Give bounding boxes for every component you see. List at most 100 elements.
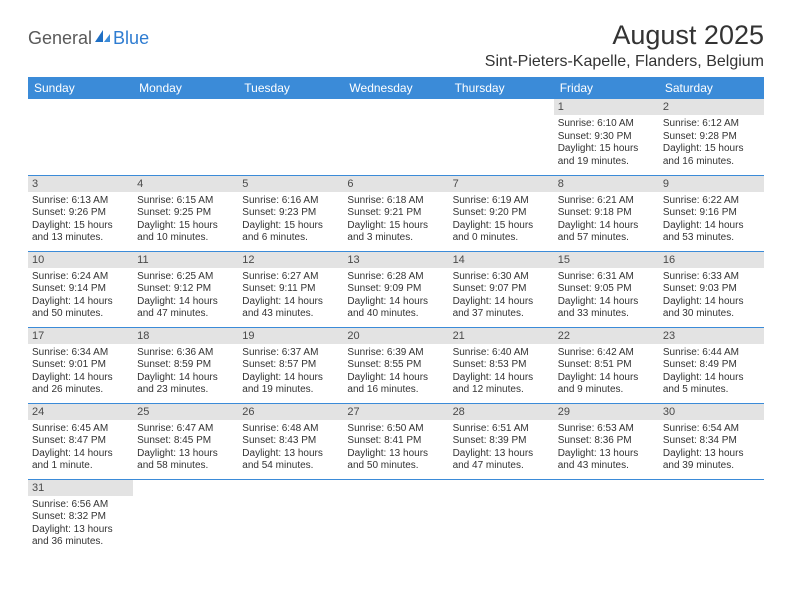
sunrise-text: Sunrise: 6:16 AM bbox=[242, 195, 339, 208]
day-details: Sunrise: 6:22 AMSunset: 9:16 PMDaylight:… bbox=[659, 192, 764, 249]
sunset-text: Sunset: 9:23 PM bbox=[242, 207, 339, 220]
day-number: 20 bbox=[343, 328, 448, 344]
day-number: 1 bbox=[554, 99, 659, 115]
sunrise-text: Sunrise: 6:25 AM bbox=[137, 271, 234, 284]
sunset-text: Sunset: 8:43 PM bbox=[242, 435, 339, 448]
sunset-text: Sunset: 8:53 PM bbox=[453, 359, 550, 372]
sunrise-text: Sunrise: 6:42 AM bbox=[558, 347, 655, 360]
day-details: Sunrise: 6:16 AMSunset: 9:23 PMDaylight:… bbox=[238, 192, 343, 249]
sunset-text: Sunset: 8:59 PM bbox=[137, 359, 234, 372]
calendar-cell bbox=[343, 99, 448, 175]
day-details: Sunrise: 6:31 AMSunset: 9:05 PMDaylight:… bbox=[554, 268, 659, 325]
daylight-text: Daylight: 14 hours and 30 minutes. bbox=[663, 296, 760, 321]
sunset-text: Sunset: 8:49 PM bbox=[663, 359, 760, 372]
calendar-cell: 18Sunrise: 6:36 AMSunset: 8:59 PMDayligh… bbox=[133, 327, 238, 403]
sunrise-text: Sunrise: 6:12 AM bbox=[663, 118, 760, 131]
daylight-text: Daylight: 13 hours and 47 minutes. bbox=[453, 448, 550, 473]
logo-sail-icon bbox=[93, 28, 111, 49]
sunset-text: Sunset: 9:26 PM bbox=[32, 207, 129, 220]
sunrise-text: Sunrise: 6:18 AM bbox=[347, 195, 444, 208]
sunset-text: Sunset: 9:03 PM bbox=[663, 283, 760, 296]
day-details: Sunrise: 6:12 AMSunset: 9:28 PMDaylight:… bbox=[659, 115, 764, 172]
daylight-text: Daylight: 15 hours and 3 minutes. bbox=[347, 220, 444, 245]
location: Sint-Pieters-Kapelle, Flanders, Belgium bbox=[485, 53, 764, 71]
daylight-text: Daylight: 14 hours and 37 minutes. bbox=[453, 296, 550, 321]
sunrise-text: Sunrise: 6:27 AM bbox=[242, 271, 339, 284]
sunset-text: Sunset: 8:47 PM bbox=[32, 435, 129, 448]
day-number: 19 bbox=[238, 328, 343, 344]
sunrise-text: Sunrise: 6:31 AM bbox=[558, 271, 655, 284]
day-number: 21 bbox=[449, 328, 554, 344]
day-details: Sunrise: 6:28 AMSunset: 9:09 PMDaylight:… bbox=[343, 268, 448, 325]
calendar-cell bbox=[133, 99, 238, 175]
day-details: Sunrise: 6:40 AMSunset: 8:53 PMDaylight:… bbox=[449, 344, 554, 401]
sunset-text: Sunset: 9:16 PM bbox=[663, 207, 760, 220]
day-number: 31 bbox=[28, 480, 133, 496]
calendar-week-row: 1Sunrise: 6:10 AMSunset: 9:30 PMDaylight… bbox=[28, 99, 764, 175]
sunset-text: Sunset: 9:30 PM bbox=[558, 131, 655, 144]
day-details: Sunrise: 6:30 AMSunset: 9:07 PMDaylight:… bbox=[449, 268, 554, 325]
sunrise-text: Sunrise: 6:21 AM bbox=[558, 195, 655, 208]
weekday-header-row: Sunday Monday Tuesday Wednesday Thursday… bbox=[28, 77, 764, 99]
weekday-header: Monday bbox=[133, 77, 238, 99]
sunset-text: Sunset: 9:09 PM bbox=[347, 283, 444, 296]
weekday-header: Thursday bbox=[449, 77, 554, 99]
day-details: Sunrise: 6:36 AMSunset: 8:59 PMDaylight:… bbox=[133, 344, 238, 401]
calendar-cell bbox=[238, 479, 343, 555]
daylight-text: Daylight: 14 hours and 47 minutes. bbox=[137, 296, 234, 321]
day-number: 14 bbox=[449, 252, 554, 268]
calendar-cell: 24Sunrise: 6:45 AMSunset: 8:47 PMDayligh… bbox=[28, 403, 133, 479]
weekday-header: Wednesday bbox=[343, 77, 448, 99]
day-number: 23 bbox=[659, 328, 764, 344]
day-details: Sunrise: 6:24 AMSunset: 9:14 PMDaylight:… bbox=[28, 268, 133, 325]
day-number: 5 bbox=[238, 176, 343, 192]
weekday-header: Tuesday bbox=[238, 77, 343, 99]
day-number: 8 bbox=[554, 176, 659, 192]
day-details: Sunrise: 6:33 AMSunset: 9:03 PMDaylight:… bbox=[659, 268, 764, 325]
calendar-cell: 27Sunrise: 6:50 AMSunset: 8:41 PMDayligh… bbox=[343, 403, 448, 479]
day-details: Sunrise: 6:45 AMSunset: 8:47 PMDaylight:… bbox=[28, 420, 133, 477]
daylight-text: Daylight: 14 hours and 16 minutes. bbox=[347, 372, 444, 397]
calendar-cell: 16Sunrise: 6:33 AMSunset: 9:03 PMDayligh… bbox=[659, 251, 764, 327]
calendar-cell bbox=[449, 99, 554, 175]
sunrise-text: Sunrise: 6:37 AM bbox=[242, 347, 339, 360]
calendar-cell: 8Sunrise: 6:21 AMSunset: 9:18 PMDaylight… bbox=[554, 175, 659, 251]
calendar-cell: 22Sunrise: 6:42 AMSunset: 8:51 PMDayligh… bbox=[554, 327, 659, 403]
sunrise-text: Sunrise: 6:45 AM bbox=[32, 423, 129, 436]
calendar-cell: 5Sunrise: 6:16 AMSunset: 9:23 PMDaylight… bbox=[238, 175, 343, 251]
day-number: 3 bbox=[28, 176, 133, 192]
calendar-cell: 13Sunrise: 6:28 AMSunset: 9:09 PMDayligh… bbox=[343, 251, 448, 327]
daylight-text: Daylight: 15 hours and 6 minutes. bbox=[242, 220, 339, 245]
daylight-text: Daylight: 14 hours and 43 minutes. bbox=[242, 296, 339, 321]
calendar-cell: 17Sunrise: 6:34 AMSunset: 9:01 PMDayligh… bbox=[28, 327, 133, 403]
calendar-cell: 12Sunrise: 6:27 AMSunset: 9:11 PMDayligh… bbox=[238, 251, 343, 327]
calendar-cell: 29Sunrise: 6:53 AMSunset: 8:36 PMDayligh… bbox=[554, 403, 659, 479]
calendar-cell: 25Sunrise: 6:47 AMSunset: 8:45 PMDayligh… bbox=[133, 403, 238, 479]
sunrise-text: Sunrise: 6:40 AM bbox=[453, 347, 550, 360]
sunrise-text: Sunrise: 6:13 AM bbox=[32, 195, 129, 208]
sunset-text: Sunset: 9:21 PM bbox=[347, 207, 444, 220]
sunset-text: Sunset: 9:25 PM bbox=[137, 207, 234, 220]
sunrise-text: Sunrise: 6:33 AM bbox=[663, 271, 760, 284]
calendar-cell bbox=[343, 479, 448, 555]
calendar-cell: 19Sunrise: 6:37 AMSunset: 8:57 PMDayligh… bbox=[238, 327, 343, 403]
day-number: 12 bbox=[238, 252, 343, 268]
daylight-text: Daylight: 13 hours and 50 minutes. bbox=[347, 448, 444, 473]
calendar-cell bbox=[28, 99, 133, 175]
day-number: 22 bbox=[554, 328, 659, 344]
day-details: Sunrise: 6:34 AMSunset: 9:01 PMDaylight:… bbox=[28, 344, 133, 401]
sunset-text: Sunset: 9:07 PM bbox=[453, 283, 550, 296]
day-number: 24 bbox=[28, 404, 133, 420]
daylight-text: Daylight: 13 hours and 54 minutes. bbox=[242, 448, 339, 473]
sunrise-text: Sunrise: 6:10 AM bbox=[558, 118, 655, 131]
day-details: Sunrise: 6:48 AMSunset: 8:43 PMDaylight:… bbox=[238, 420, 343, 477]
weekday-header: Sunday bbox=[28, 77, 133, 99]
day-number: 17 bbox=[28, 328, 133, 344]
daylight-text: Daylight: 14 hours and 40 minutes. bbox=[347, 296, 444, 321]
day-details: Sunrise: 6:42 AMSunset: 8:51 PMDaylight:… bbox=[554, 344, 659, 401]
calendar-cell: 31Sunrise: 6:56 AMSunset: 8:32 PMDayligh… bbox=[28, 479, 133, 555]
sunset-text: Sunset: 9:20 PM bbox=[453, 207, 550, 220]
calendar-cell: 7Sunrise: 6:19 AMSunset: 9:20 PMDaylight… bbox=[449, 175, 554, 251]
day-details: Sunrise: 6:51 AMSunset: 8:39 PMDaylight:… bbox=[449, 420, 554, 477]
day-number: 29 bbox=[554, 404, 659, 420]
